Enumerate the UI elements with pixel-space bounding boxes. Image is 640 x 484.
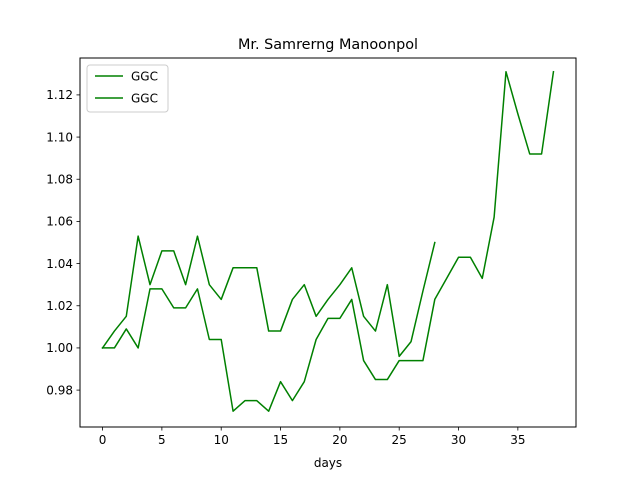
y-tick-label: 1.12 (46, 88, 73, 102)
series-line-1 (101, 235, 436, 358)
y-tick-label: 0.98 (46, 383, 73, 397)
legend-label-2: GGC (131, 91, 158, 105)
y-tick-label: 1.04 (46, 257, 73, 271)
y-tick-label: 1.08 (46, 173, 73, 187)
y-tick-label: 1.06 (46, 215, 73, 229)
x-axis-ticks: 0 5 10 15 20 25 30 35 (99, 427, 525, 447)
x-tick-label: 35 (510, 433, 525, 447)
series-layer (101, 70, 555, 412)
x-tick-label: 25 (392, 433, 407, 447)
chart-title: Mr. Samrerng Manoonpol (238, 37, 418, 53)
axes-frame (79, 57, 577, 428)
x-tick-label: 10 (214, 433, 229, 447)
series-line-2 (101, 70, 555, 412)
legend-label-1: GGC (131, 69, 158, 83)
y-tick-label: 1.02 (46, 299, 73, 313)
legend-entries: GGC GGC (95, 69, 158, 105)
x-tick-label: 20 (332, 433, 347, 447)
y-tick-label: 1.10 (46, 130, 73, 144)
x-tick-label: 15 (273, 433, 288, 447)
legend: GGC GGC (86, 64, 169, 113)
x-tick-label: 5 (158, 433, 166, 447)
x-axis-label: days (314, 456, 342, 470)
x-tick-label: 0 (99, 433, 107, 447)
y-axis-ticks: 0.98 1.00 1.02 1.04 1.06 1.08 1.10 1.12 (46, 88, 80, 397)
y-tick-label: 1.00 (46, 341, 73, 355)
x-tick-label: 30 (451, 433, 466, 447)
